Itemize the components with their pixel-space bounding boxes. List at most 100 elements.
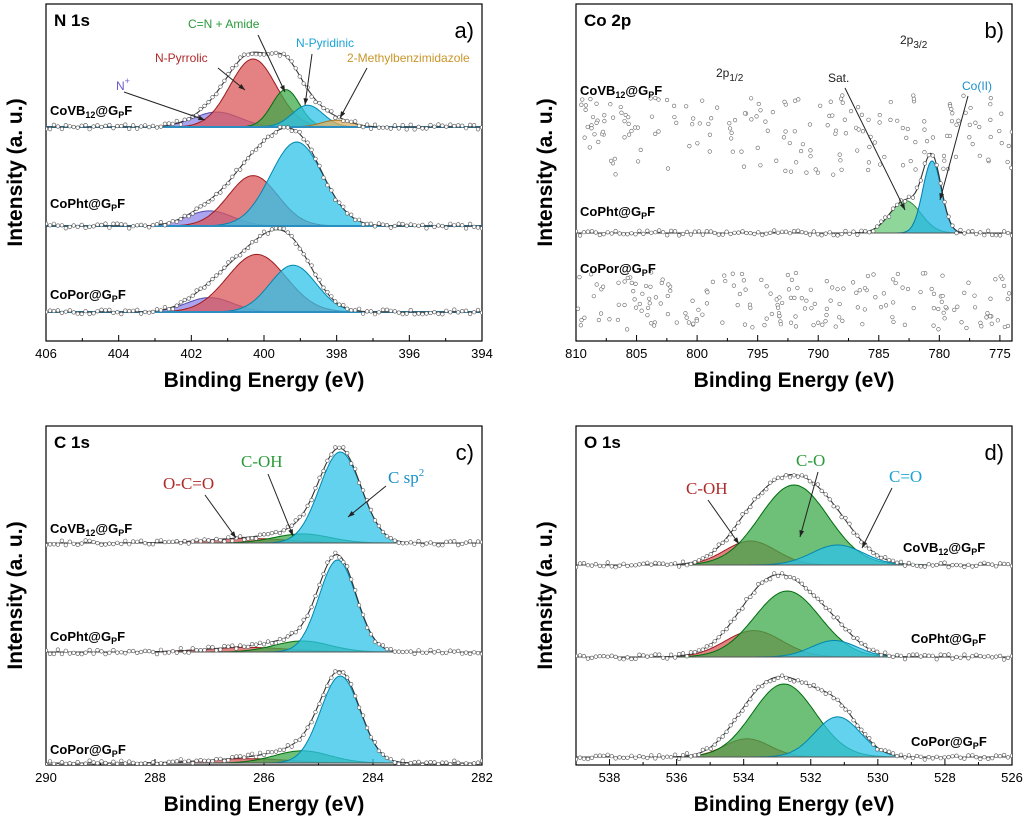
data-point xyxy=(147,648,152,654)
data-point xyxy=(748,231,753,236)
data-point xyxy=(939,299,944,304)
data-point xyxy=(107,307,112,313)
data-point xyxy=(680,752,686,758)
data-point xyxy=(918,178,923,183)
data-point xyxy=(376,221,382,226)
data-point xyxy=(67,651,72,656)
data-point xyxy=(123,761,128,765)
data-point xyxy=(583,103,588,108)
data-point xyxy=(594,282,599,287)
data-point xyxy=(823,691,828,697)
data-point xyxy=(51,761,56,765)
data-point xyxy=(63,648,68,653)
data-point xyxy=(353,217,358,222)
arrow-head xyxy=(230,531,236,538)
data-point xyxy=(684,563,690,568)
x-tick-label: 790 xyxy=(807,346,829,361)
data-point xyxy=(661,230,666,235)
data-point xyxy=(617,755,622,760)
data-point xyxy=(147,225,152,230)
data-point xyxy=(877,112,882,118)
annotation-arrow xyxy=(707,499,740,545)
data-point xyxy=(162,539,167,545)
data-point xyxy=(95,647,100,653)
annotation-sat: Sat. xyxy=(828,71,849,85)
data-point xyxy=(396,649,401,654)
data-point xyxy=(242,52,247,57)
data-point xyxy=(593,561,598,567)
data-point xyxy=(87,647,92,653)
data-point xyxy=(131,760,136,765)
data-point xyxy=(1009,165,1012,170)
data-point xyxy=(934,754,939,759)
data-point xyxy=(472,761,477,765)
data-point xyxy=(448,648,453,653)
data-point xyxy=(835,505,840,510)
data-point xyxy=(783,575,789,580)
data-point xyxy=(182,759,187,764)
data-point xyxy=(103,651,108,657)
data-point xyxy=(672,655,678,660)
data-point xyxy=(902,322,907,327)
data-point xyxy=(325,108,330,113)
data-point xyxy=(246,156,251,161)
data-point xyxy=(242,248,247,253)
data-point xyxy=(988,102,993,107)
data-point xyxy=(690,298,695,303)
data-point xyxy=(317,100,322,106)
data-point xyxy=(293,738,298,744)
data-point xyxy=(787,574,793,580)
data-point xyxy=(724,538,729,543)
data-point xyxy=(83,650,88,655)
data-point xyxy=(404,649,409,654)
data-point xyxy=(900,163,906,168)
data-point xyxy=(166,121,171,126)
data-point xyxy=(424,650,429,655)
data-point xyxy=(577,275,582,280)
data-point xyxy=(598,311,604,316)
data-point xyxy=(190,539,195,544)
data-point xyxy=(970,753,975,758)
data-point xyxy=(847,628,852,634)
data-point xyxy=(479,310,482,315)
data-point xyxy=(863,732,868,737)
data-point xyxy=(958,563,963,568)
data-point xyxy=(748,697,753,702)
panel-title: Co 2p xyxy=(584,11,631,30)
data-point xyxy=(384,307,390,312)
data-point xyxy=(317,701,322,706)
data-point xyxy=(656,97,661,102)
data-point xyxy=(855,148,860,153)
data-point xyxy=(368,735,374,740)
data-point xyxy=(625,327,630,332)
data-point xyxy=(297,129,302,135)
data-point xyxy=(579,102,584,107)
data-point xyxy=(970,229,975,234)
data-point xyxy=(632,125,638,130)
data-point xyxy=(174,303,179,308)
data-point xyxy=(452,223,457,228)
data-point xyxy=(859,641,864,646)
data-point xyxy=(827,497,832,502)
data-point xyxy=(819,599,824,605)
data-point xyxy=(182,213,187,218)
data-point xyxy=(823,605,828,611)
data-point xyxy=(775,573,781,579)
panel-letter: d) xyxy=(984,440,1004,465)
data-point xyxy=(922,564,927,569)
data-point xyxy=(238,55,243,60)
data-point xyxy=(452,649,457,654)
data-point xyxy=(622,279,627,284)
data-point xyxy=(697,121,702,126)
data-point xyxy=(428,310,433,316)
panel-letter: b) xyxy=(984,18,1004,43)
data-point xyxy=(942,158,947,163)
data-point xyxy=(365,221,370,226)
data-point xyxy=(825,123,830,128)
data-point xyxy=(942,653,947,658)
data-point xyxy=(170,649,175,654)
data-point xyxy=(830,285,835,290)
data-point xyxy=(589,229,595,234)
data-point xyxy=(103,123,108,128)
